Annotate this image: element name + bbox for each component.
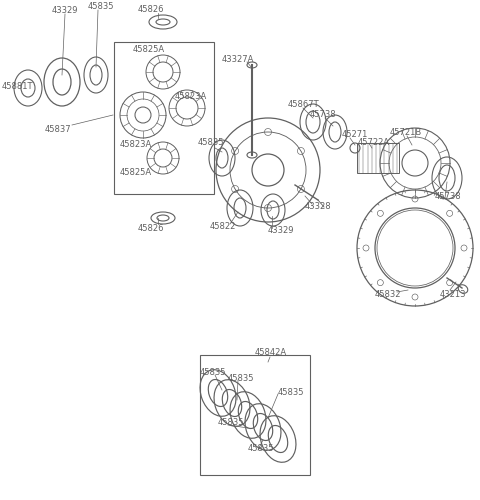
Text: 45826: 45826: [138, 5, 165, 14]
Text: 45881T: 45881T: [2, 82, 34, 91]
Text: 45835: 45835: [88, 2, 115, 11]
Text: 43213: 43213: [440, 290, 467, 299]
Text: 45823A: 45823A: [120, 140, 152, 149]
Text: 43329: 43329: [52, 6, 79, 15]
Text: 45271: 45271: [342, 130, 368, 139]
Text: 45837: 45837: [45, 125, 72, 134]
Bar: [114, 42, 214, 194]
Text: 45825A: 45825A: [120, 168, 152, 177]
Text: 45738: 45738: [435, 192, 462, 201]
Text: 45825A: 45825A: [133, 45, 165, 54]
Text: 45835: 45835: [200, 368, 227, 377]
Text: 45835: 45835: [198, 138, 225, 147]
Text: 45835: 45835: [248, 444, 275, 453]
Text: 45867T: 45867T: [288, 100, 320, 109]
Bar: [200, 355, 310, 475]
Text: 45835: 45835: [218, 418, 244, 427]
Text: 45835: 45835: [278, 388, 304, 397]
Text: 45721B: 45721B: [390, 128, 422, 137]
Text: 45722A: 45722A: [358, 138, 390, 147]
Text: 43329: 43329: [268, 226, 295, 235]
Text: 45823A: 45823A: [175, 92, 207, 101]
Text: 45738: 45738: [310, 110, 336, 119]
Text: 45826: 45826: [138, 224, 165, 233]
Text: 43328: 43328: [305, 202, 332, 211]
Text: 45842A: 45842A: [255, 348, 287, 357]
Bar: [357, 143, 399, 173]
Text: 45835: 45835: [228, 374, 254, 383]
Text: 43327A: 43327A: [222, 55, 254, 64]
Text: 45822: 45822: [210, 222, 236, 231]
Text: 45832: 45832: [375, 290, 401, 299]
